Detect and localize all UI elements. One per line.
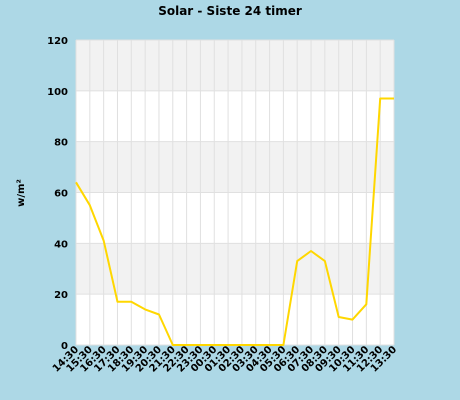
- y-tick-label: 80: [54, 138, 68, 149]
- plot-band: [76, 40, 394, 91]
- y-tick-label: 100: [47, 87, 68, 98]
- plot-bands: [76, 40, 394, 345]
- x-tick-labels: 14:3015:3016:3017:3018:3019:3020:3021:30…: [51, 344, 399, 374]
- y-tick-label: 20: [54, 290, 68, 301]
- horizontal-gridlines: [76, 39, 394, 346]
- y-tick-label: 40: [54, 239, 68, 250]
- plot-band: [76, 141, 394, 193]
- series-layer: [75, 97, 394, 346]
- y-axis-label: w/m²: [16, 179, 27, 207]
- y-tick-labels: 0 20 40 60 80 100 120: [47, 36, 68, 352]
- y-tick-label: 0: [61, 341, 68, 352]
- y-tick-label: 120: [47, 36, 68, 47]
- series-line: [75, 97, 394, 346]
- y-tick-label: 60: [54, 189, 68, 200]
- plot-band: [76, 192, 394, 244]
- plot-band: [76, 90, 394, 142]
- plot-band: [76, 243, 394, 295]
- chart-title: Solar - Siste 24 timer: [158, 4, 302, 18]
